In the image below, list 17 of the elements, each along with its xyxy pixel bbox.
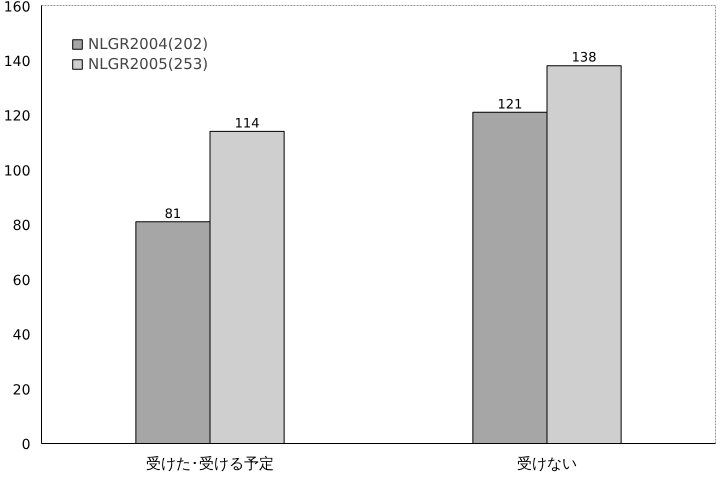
data-label: 81 — [164, 206, 182, 222]
y-tick-label: 60 — [12, 272, 31, 289]
y-tick-label: 140 — [4, 54, 31, 70]
y-tick-label: 120 — [4, 108, 31, 124]
y-tick-label: 80 — [12, 218, 31, 234]
legend-label: NLGR2005(253) — [88, 55, 208, 73]
data-label: 121 — [498, 97, 522, 112]
y-tick-label: 160 — [4, 0, 31, 16]
y-tick-label: 0 — [22, 437, 31, 453]
x-tick-label: 受けた･受ける予定 — [146, 454, 274, 472]
data-label: 138 — [572, 50, 596, 66]
y-tick-label: 20 — [12, 382, 31, 398]
y-tick-label: 40 — [12, 328, 31, 344]
y-tick-label: 100 — [4, 163, 31, 180]
data-label: 114 — [234, 116, 260, 132]
legend-label: NLGR2004(202) — [88, 35, 208, 53]
x-tick-label: 受けない — [517, 454, 577, 472]
